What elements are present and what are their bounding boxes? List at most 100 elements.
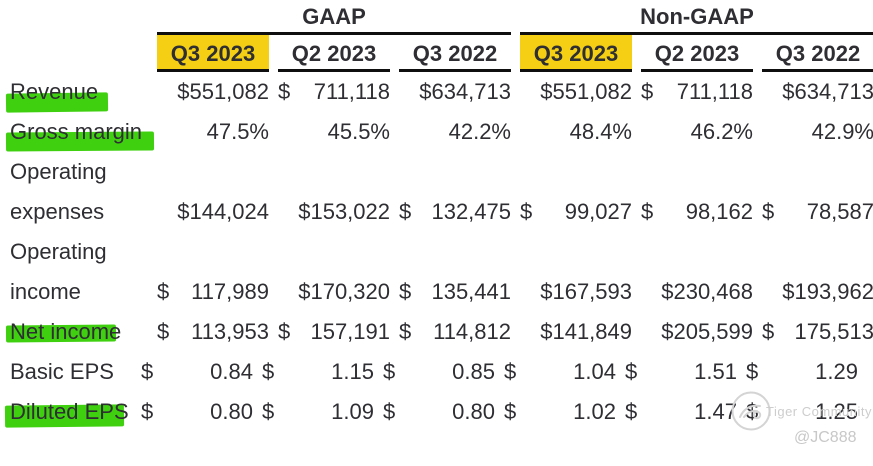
currency-symbol: $ [141, 359, 154, 384]
cell-value: 78,587 [806, 199, 873, 224]
quarter-header-row: Q3 2023 Q2 2023 Q3 2022 Q3 2023 Q2 2023 … [0, 35, 873, 72]
value-cell: $711,118 [641, 72, 753, 112]
table-row-revenue: Revenue $551,082 $711,118 $634,713 $551,… [0, 72, 873, 112]
cell-value: 175,513 [794, 319, 873, 344]
currency-symbol: $ [383, 359, 396, 384]
currency-symbol: $ [520, 199, 533, 224]
value-cell: 46.2% [641, 112, 753, 152]
currency-symbol: $ [157, 279, 170, 304]
row-label-operating-expenses: Operating expenses [0, 152, 148, 232]
value-cell: $1.04 [504, 352, 632, 392]
currency-symbol: $ [782, 79, 795, 104]
table-row-diluted-eps: Diluted EPS $0.80 $1.09 $0.80 $1.02 $1.4… [0, 392, 873, 432]
cell-value: 0.85 [452, 359, 495, 384]
currency-symbol: $ [540, 279, 553, 304]
cell-value: 205,599 [673, 319, 753, 344]
value-cell: $1.47 [625, 392, 753, 432]
table-row-operating-income: Operating income $117,989 $170,320 $135,… [0, 232, 873, 312]
group-header-non-gaap: Non-GAAP [520, 0, 873, 35]
column-header-gaap-q3-2023: Q3 2023 [157, 35, 269, 72]
value-cell: $117,989 [157, 272, 269, 312]
value-cell: 42.2% [399, 112, 511, 152]
currency-symbol: $ [762, 319, 775, 344]
currency-symbol: $ [625, 399, 638, 424]
value-cell: $175,513 [762, 312, 873, 352]
currency-symbol: $ [504, 359, 517, 384]
row-label-diluted-eps: Diluted EPS [0, 392, 148, 432]
cell-value: 47.5% [206, 119, 269, 144]
value-cell: $634,713 [762, 72, 873, 112]
value-cell: $144,024 [157, 192, 269, 232]
cell-value: 48.4% [569, 119, 632, 144]
cell-value: 132,475 [431, 199, 511, 224]
cell-value: 711,118 [313, 79, 390, 104]
value-cell: $157,191 [278, 312, 390, 352]
row-label-text: Basic EPS [10, 359, 114, 384]
currency-symbol: $ [762, 199, 775, 224]
cell-value: 99,027 [564, 199, 632, 224]
cell-value: 230,468 [673, 279, 753, 304]
row-label-text: Diluted EPS [10, 399, 129, 424]
cell-value: 0.84 [210, 359, 253, 384]
cell-value: 0.80 [452, 399, 495, 424]
row-label-basic-eps: Basic EPS [0, 352, 148, 392]
cell-value: 46.2% [690, 119, 753, 144]
cell-value: 45.5% [327, 119, 390, 144]
currency-symbol: $ [383, 399, 396, 424]
cell-value: 634,713 [794, 79, 873, 104]
value-cell: $193,962 [762, 272, 873, 312]
financial-comparison-table: GAAP Non-GAAP Q3 2023 Q2 2023 Q3 2022 Q3… [0, 0, 873, 432]
currency-symbol: $ [399, 199, 412, 224]
currency-symbol: $ [177, 199, 190, 224]
value-cell: $0.80 [141, 392, 269, 432]
cell-value: 1.47 [694, 399, 737, 424]
value-cell: $1.15 [262, 352, 390, 392]
value-cell: $1.25 [746, 392, 873, 432]
column-header-nongaap-q3-2023: Q3 2023 [520, 35, 632, 72]
currency-symbol: $ [746, 359, 759, 384]
currency-symbol: $ [540, 79, 553, 104]
row-label-gross-margin: Gross margin [0, 112, 148, 152]
group-header-row: GAAP Non-GAAP [0, 0, 873, 35]
value-cell: $205,599 [641, 312, 753, 352]
currency-symbol: $ [262, 359, 275, 384]
value-cell: $98,162 [641, 192, 753, 232]
cell-value: 42.2% [448, 119, 511, 144]
currency-symbol: $ [419, 79, 432, 104]
currency-symbol: $ [661, 319, 674, 344]
value-cell: $170,320 [278, 272, 390, 312]
cell-value: 167,593 [552, 279, 632, 304]
value-cell: $0.85 [383, 352, 511, 392]
group-header-spacer [0, 0, 148, 35]
currency-symbol: $ [782, 279, 795, 304]
value-cell: $78,587 [762, 192, 873, 232]
currency-symbol: $ [141, 399, 154, 424]
row-label-net-income: Net income [0, 312, 148, 352]
currency-symbol: $ [278, 79, 291, 104]
cell-value: 1.09 [331, 399, 374, 424]
value-cell: $0.80 [383, 392, 511, 432]
value-cell: $1.02 [504, 392, 632, 432]
value-cell: $141,849 [520, 312, 632, 352]
table-row-basic-eps: Basic EPS $0.84 $1.15 $0.85 $1.04 $1.51 … [0, 352, 873, 392]
cell-value: 114,812 [433, 319, 511, 344]
row-label-text: Net income [10, 319, 122, 344]
value-cell: $1.29 [746, 352, 873, 392]
cell-value: 551,082 [189, 79, 269, 104]
group-header-gaap: GAAP [157, 0, 511, 35]
cell-value: 634,713 [431, 79, 511, 104]
value-cell: $113,953 [157, 312, 269, 352]
currency-symbol: $ [661, 279, 674, 304]
currency-symbol: $ [504, 399, 517, 424]
currency-symbol: $ [157, 319, 170, 344]
column-header-nongaap-q3-2022: Q3 2022 [762, 35, 873, 72]
table-row-operating-expenses: Operating expenses $144,024 $153,022 $13… [0, 152, 873, 232]
row-label-text: Operating income [10, 239, 107, 304]
value-cell: $153,022 [278, 192, 390, 232]
row-label-text: Gross margin [10, 119, 143, 144]
row-label-revenue: Revenue [0, 72, 148, 112]
value-cell: $551,082 [520, 72, 632, 112]
value-cell: $634,713 [399, 72, 511, 112]
cell-value: 1.51 [694, 359, 737, 384]
cell-value: 1.29 [815, 359, 858, 384]
